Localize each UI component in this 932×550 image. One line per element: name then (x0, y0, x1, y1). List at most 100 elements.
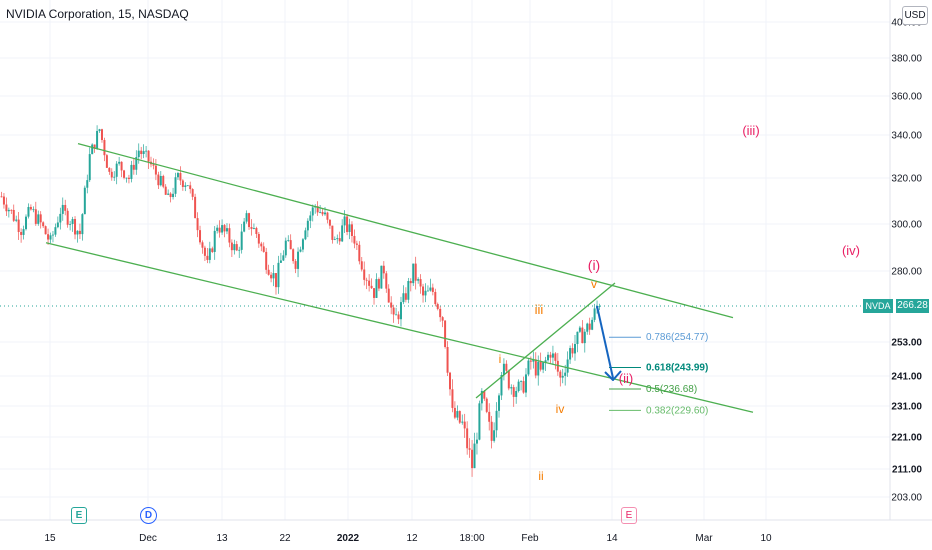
candle-body (586, 323, 589, 332)
wave-label[interactable]: i (499, 352, 502, 366)
candle-body (319, 211, 322, 213)
candle-body (321, 211, 324, 215)
candle-body (113, 176, 116, 178)
candle-body (475, 439, 478, 444)
candle-body (39, 214, 42, 223)
candle-body (47, 234, 50, 240)
price-tick-label: 340.00 (891, 131, 922, 142)
candle-body (88, 154, 91, 181)
candle-body (279, 260, 282, 263)
trend-channel[interactable] (45, 142, 754, 413)
earnings-icon[interactable]: E (71, 507, 87, 524)
candle-body (520, 381, 523, 382)
candle-body (228, 228, 231, 243)
candle-body (578, 327, 581, 332)
candle-body (471, 449, 474, 469)
candle-body (37, 214, 40, 224)
candle-body (260, 243, 263, 247)
impulse-trendline[interactable] (475, 282, 616, 399)
candle-body (105, 155, 108, 168)
candle-body (328, 219, 331, 226)
wave-label[interactable]: (i) (588, 257, 600, 273)
channel-lower-line[interactable] (45, 242, 754, 413)
candle-body (392, 307, 395, 315)
candle-body (485, 398, 488, 412)
candle-body (157, 174, 160, 186)
impulse-line[interactable] (475, 282, 616, 399)
wave-label[interactable]: ii (538, 469, 543, 483)
time-axis[interactable]: 15 Dec 13 22 2022 12 18:00 Feb 14 Mar 10 (44, 533, 772, 544)
wave-label[interactable]: iv (556, 402, 565, 416)
currency-button[interactable]: USD (902, 6, 928, 25)
candle-body (49, 235, 52, 240)
earnings-icon[interactable]: E (621, 507, 637, 524)
candle-body (287, 240, 290, 241)
candle-body (201, 242, 204, 248)
candle-body (103, 140, 106, 156)
candle-body (265, 251, 268, 270)
candle-body (522, 381, 525, 393)
candle-body (441, 317, 444, 321)
candle-body (549, 354, 552, 358)
wave-label[interactable]: (ii) (619, 371, 633, 386)
arrow-head[interactable] (604, 370, 622, 381)
candle-body (559, 371, 562, 378)
candle-body (507, 370, 510, 389)
candle-body (125, 177, 128, 179)
channel-upper-line[interactable] (77, 142, 734, 319)
candle-body (181, 180, 184, 187)
candle-body (365, 279, 368, 281)
time-tick-label: 14 (606, 533, 618, 544)
candle-body (29, 206, 32, 210)
candle-body (199, 230, 202, 243)
candle-body (439, 308, 442, 318)
candle-body (213, 230, 216, 252)
candle-body (343, 216, 346, 226)
candle-body (422, 286, 425, 296)
candle-body (15, 219, 18, 221)
price-tick-label: 241.00 (891, 372, 922, 383)
wave-label[interactable]: v (591, 277, 597, 291)
candle-body (348, 224, 351, 232)
candle-body (593, 308, 596, 320)
candle-body (216, 227, 219, 231)
candle-body (240, 231, 243, 250)
candle-body (502, 363, 505, 376)
candle-body (130, 164, 133, 179)
price-axis-bg (890, 0, 932, 520)
candle-body (118, 161, 121, 164)
candle-body (551, 353, 554, 358)
candle-body (446, 346, 449, 373)
candle-body (191, 189, 194, 197)
candle-body (338, 238, 341, 242)
candle-body (363, 269, 366, 280)
wave-label[interactable]: (iv) (842, 243, 860, 258)
candle-body (32, 209, 35, 211)
candle-body (360, 261, 363, 270)
fib-level-label: 0.618(243.99) (646, 363, 708, 374)
candle-body (573, 344, 576, 354)
candle-body (336, 238, 339, 240)
candle-body (154, 165, 157, 175)
projection-arrow[interactable] (596, 305, 622, 381)
candle-body (61, 204, 64, 214)
fib-retracement[interactable]: 0.786(254.77) 0.618(243.99) 0.5(236.68) 0.3… (609, 332, 708, 416)
dividend-icon[interactable]: D (140, 507, 157, 524)
arrow-shaft[interactable] (596, 305, 614, 379)
candle-body (534, 359, 537, 376)
candle-body (83, 187, 86, 215)
candle-body (524, 374, 527, 393)
candle-body (179, 173, 182, 181)
candle-body (419, 279, 422, 287)
candle-body (274, 273, 277, 288)
candle-body (20, 231, 23, 235)
candle-body (27, 206, 30, 217)
wave-label[interactable]: (iii) (742, 123, 759, 138)
price-axis[interactable]: 400.00380.00360.00340.00320.00300.00280.… (891, 18, 922, 504)
candle-body (174, 177, 177, 194)
wave-label[interactable]: iii (535, 302, 544, 317)
candle-body (267, 269, 270, 275)
candle-body (409, 281, 412, 284)
